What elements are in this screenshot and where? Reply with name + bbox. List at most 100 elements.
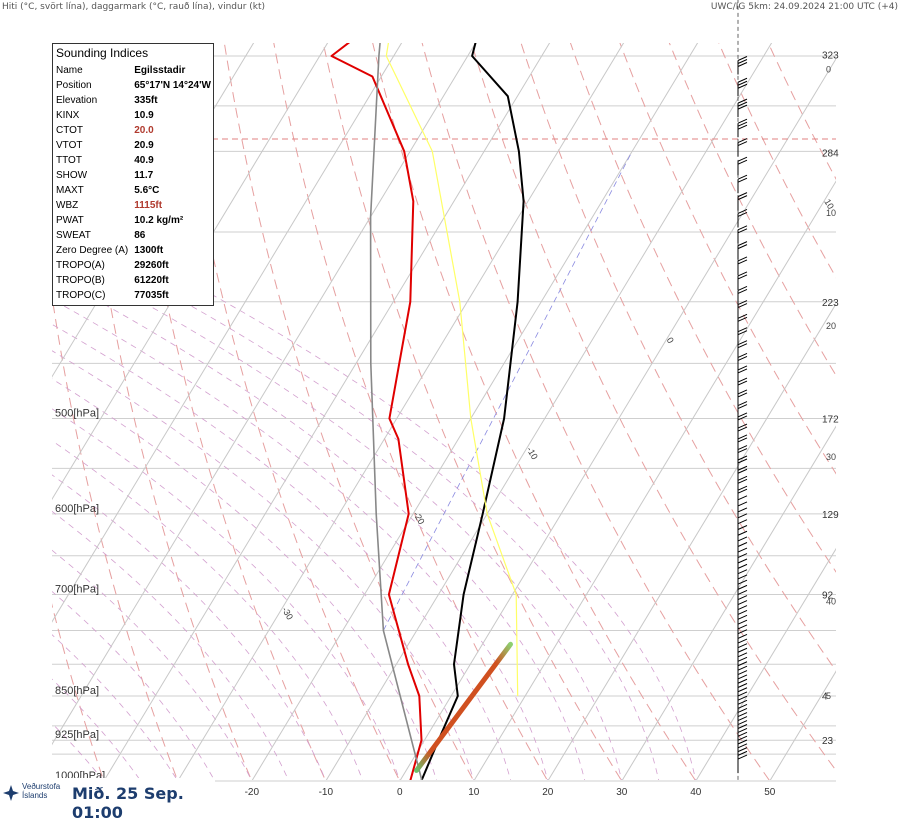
moist-adiabat-line [52,323,511,780]
temperature-tick-label: -20 [245,787,260,798]
index-row: TTOT 40.9 [53,153,214,168]
index-key: Position [56,80,92,91]
org-name: Veðurstofa Íslands [22,782,61,800]
dry-adiabat-line [767,43,836,180]
pressure-label: 500[hPa] [55,407,99,419]
index-row: TROPO(B) 61220ft [53,273,214,288]
index-row: CTOT 20.0 [53,123,214,138]
index-row: TROPO(A) 29260ft [53,258,214,273]
height-label: 23 [822,736,834,747]
index-value: Egilsstadir [134,65,186,76]
index-value: 20.9 [134,140,154,151]
moist-adiabat-line [52,722,104,780]
moist-adiabat-line [52,634,178,780]
wind-barb [737,156,748,176]
index-row: SWEAT 86 [53,228,214,243]
dry-adiabat-line [322,43,622,780]
temperature-tick-label: 20 [542,787,554,798]
wind-barb [737,225,748,244]
mixing-segment [414,641,513,773]
side-scale-label: 0 [826,64,831,74]
index-key: KINX [56,110,80,121]
dry-adiabat-line [223,43,474,780]
wind-barb [737,138,748,157]
moist-adiabat-line [52,378,437,780]
index-row: MAXT 5.6°C [53,183,214,198]
index-key: CTOT [56,125,84,136]
isotherm-line [399,57,836,780]
moist-adiabat-line [52,440,363,780]
index-key: MAXT [56,185,84,196]
wind-barb [737,629,748,648]
isotherm-line [473,180,836,780]
adiabat-label: 10 [822,197,836,211]
isotherm-line [52,43,403,623]
height-label: 323 [822,51,839,62]
index-value: 1300ft [134,245,164,256]
wind-barb [737,77,748,97]
wind-barb [737,174,748,194]
wind-barb [737,118,748,138]
temperature-tick-label: 50 [764,787,776,798]
profile-series [330,43,525,780]
sounding-indices-panel: Sounding Indices Name Egilsstadir Position… [52,43,214,306]
pressure-label: 700[hPa] [55,583,99,595]
index-value: 40.9 [134,155,154,166]
moist-adiabat-line [52,590,215,780]
isotherm-line [325,43,773,780]
index-key: Zero Degree (A) [56,245,129,256]
temperature-tick-label: 0 [397,787,403,798]
chart-caption: Hiti (°C, svört lína), daggarmark (°C, r… [2,2,266,12]
dry-adiabat-line [372,43,696,780]
forecast-date: Mið. 25 Sep. 01:00 [72,784,184,822]
index-value: 61220ft [134,275,169,286]
temperature-tick-label: -10 [319,787,334,798]
wind-barb [737,412,748,431]
temperature-tick-label: 40 [690,787,702,798]
side-scale-label: 20 [826,321,836,331]
side-scale-label: 5 [826,691,831,701]
index-row: Elevation 335ft [53,93,214,108]
isotherms [52,43,836,780]
index-value: 20.0 [134,125,154,136]
series-line-wet-bulb [385,43,519,697]
temperature-tick-label: 10 [468,787,480,798]
index-row: KINX 10.9 [53,108,214,123]
wind-barb [737,98,748,118]
isotherm-line [177,43,625,780]
wind-barb [737,241,748,260]
height-label: 172 [822,414,839,425]
index-value: 77035ft [134,290,169,301]
index-key: VTOT [56,140,83,151]
vedurstofa-logo-icon [3,785,19,801]
adiabat-label: 0 [665,336,676,345]
height-label: 129 [822,510,839,521]
dry-adiabat-line [52,603,104,780]
height-label: 284 [822,148,839,159]
pressure-label: 850[hPa] [55,685,99,697]
index-value: 5.6°C [134,185,160,196]
index-value: 86 [134,230,146,241]
index-row: Zero Degree (A) 1300ft [53,243,214,258]
moist-adiabat-line [52,408,400,780]
index-row: Name Egilsstadir [53,63,214,78]
isotherm-line [547,302,836,780]
moist-adiabat-line [52,350,474,780]
wind-barb [737,485,748,505]
dry-adiabat-line [569,43,836,573]
index-row: SHOW 11.7 [53,168,214,183]
height-label: 92 [822,590,834,601]
index-value: 29260ft [134,260,169,271]
height-label: 4 [822,691,828,702]
dry-adiabat-line [471,43,836,772]
temperature-tick-label: 30 [616,787,628,798]
series-line-hiti [420,43,525,780]
wind-barb [737,56,748,75]
side-scale-label: 10 [826,208,836,218]
index-key: PWAT [56,215,84,226]
dry-adiabat-line [718,43,836,279]
height-label: 223 [822,298,839,309]
wind-barb [737,633,748,653]
isotherm-line [103,43,551,780]
